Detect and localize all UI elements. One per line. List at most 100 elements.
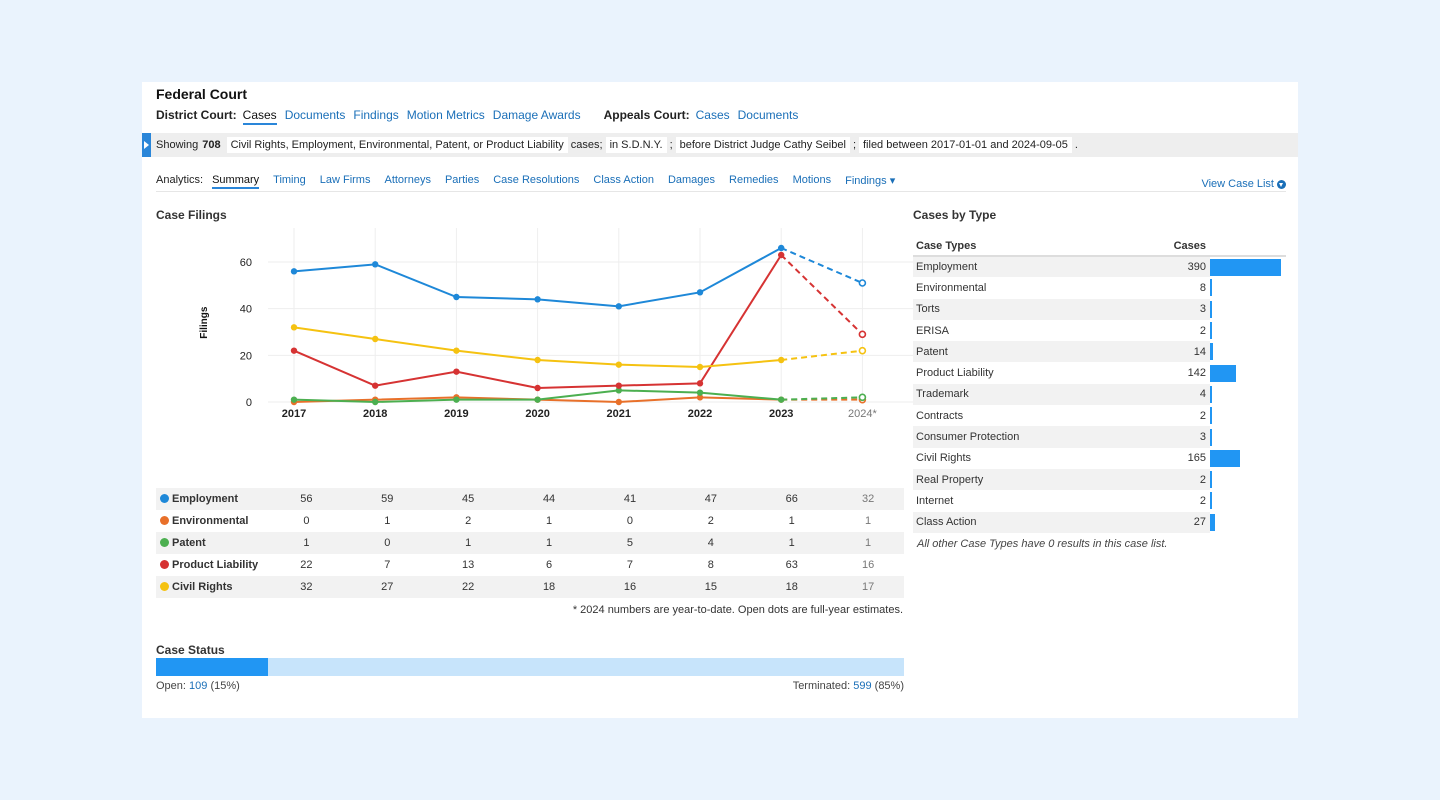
table-row[interactable]: Internet 2 xyxy=(913,490,1286,511)
filter-court-chip[interactable]: in S.D.N.Y. xyxy=(605,137,667,153)
table-cell: 13 xyxy=(462,559,475,571)
case-type-bar xyxy=(1210,407,1212,425)
tab-remedies[interactable]: Remedies xyxy=(729,174,779,186)
arrow-down-circle-icon xyxy=(1277,179,1286,189)
data-point xyxy=(615,303,622,310)
case-status-title: Case Status xyxy=(156,643,225,657)
table-row[interactable]: Contracts 2 xyxy=(913,405,1286,426)
filings-table: Employment 56 59 45 44 41 47 66 32 Environmental 0… xyxy=(156,488,904,598)
table-cell: 0 xyxy=(626,515,634,527)
table-cell: 0 xyxy=(303,515,310,527)
tab-case-resolutions[interactable]: Case Resolutions xyxy=(493,174,580,186)
case-type-name[interactable]: Contracts xyxy=(916,409,964,422)
view-case-list-link[interactable]: View Case List xyxy=(1201,178,1286,190)
filter-expand-icon[interactable] xyxy=(142,133,151,157)
table-row[interactable]: Consumer Protection 3 xyxy=(913,426,1286,448)
table-row[interactable]: Trademark 4 xyxy=(913,383,1286,406)
table-cell: 1 xyxy=(788,515,795,527)
filter-judge-chip[interactable]: before District Judge Cathy Seibel xyxy=(675,137,850,153)
district-cases-link[interactable]: Cases xyxy=(242,108,277,125)
case-type-bar-cell xyxy=(1210,320,1286,341)
appeals-documents-link[interactable]: Documents xyxy=(737,108,799,122)
tab-summary[interactable]: Summary xyxy=(212,174,260,189)
tab-timing[interactable]: Timing xyxy=(273,174,306,186)
tab-law-firms[interactable]: Law Firms xyxy=(319,174,371,186)
table-row[interactable]: Real Property 2 xyxy=(913,468,1286,491)
tab-motions[interactable]: Motions xyxy=(792,174,832,186)
case-filings-title: Case Filings xyxy=(156,208,227,222)
case-type-name[interactable]: Environmental xyxy=(916,281,987,294)
table-cell: 1 xyxy=(865,515,872,527)
district-findings-link[interactable]: Findings xyxy=(353,108,399,122)
series-label: Civil Rights xyxy=(172,581,233,593)
case-type-name[interactable]: Consumer Protection xyxy=(913,426,1150,448)
appeals-cases-link[interactable]: Cases xyxy=(695,108,730,122)
district-motion-metrics-link[interactable]: Motion Metrics xyxy=(406,108,485,122)
case-type-bar-cell xyxy=(1210,256,1286,277)
table-row[interactable]: Employment 390 xyxy=(913,256,1286,278)
y-tick-label: 40 xyxy=(240,304,252,316)
y-axis-label: Filings xyxy=(199,306,210,339)
table-cell: 1 xyxy=(427,532,509,554)
case-type-name[interactable]: Employment xyxy=(913,256,1150,278)
cases-by-type-table: Case Types Cases Employment 390 Environmen… xyxy=(913,236,1286,533)
table-cell: 59 xyxy=(346,488,428,510)
series-name: Civil Rights xyxy=(156,576,266,598)
case-type-count: 142 xyxy=(1187,367,1206,380)
table-cell: 1 xyxy=(508,532,590,554)
court-nav: District Court: Cases Documents Findings… xyxy=(156,108,806,125)
case-type-name[interactable]: Patent xyxy=(913,341,1150,363)
table-cell: 63 xyxy=(785,559,798,571)
table-cell: 32 xyxy=(265,576,347,598)
data-point xyxy=(778,251,785,259)
case-type-name[interactable]: Product Liability xyxy=(916,367,994,380)
case-type-name[interactable]: Torts xyxy=(913,298,1150,320)
district-damage-awards-link[interactable]: Damage Awards xyxy=(492,108,581,122)
table-row: Product Liability 22 7 13 6 7 8 63 16 xyxy=(156,554,904,576)
table-row[interactable]: Class Action 27 xyxy=(913,511,1286,533)
analytics-label: Analytics: xyxy=(156,174,204,186)
district-documents-link[interactable]: Documents xyxy=(284,108,346,122)
estimate-point xyxy=(858,279,867,287)
table-row[interactable]: Product Liability 142 xyxy=(913,362,1286,383)
case-type-bar-cell xyxy=(1210,384,1286,405)
case-type-count: 14 xyxy=(1150,341,1210,363)
legend-dot-icon xyxy=(160,516,169,525)
table-row[interactable]: Environmental 8 xyxy=(913,277,1286,298)
filter-case-types-chip[interactable]: Civil Rights, Employment, Environmental,… xyxy=(226,137,568,153)
tab-attorneys[interactable]: Attorneys xyxy=(384,174,431,186)
case-type-name[interactable]: Real Property xyxy=(913,468,1150,491)
table-cell: 0 xyxy=(346,532,428,554)
terminated-count-link[interactable]: 599 xyxy=(853,680,872,692)
table-cell: 7 xyxy=(384,559,391,571)
open-percent: (15%) xyxy=(210,680,240,692)
data-point xyxy=(453,347,460,354)
view-case-list-label: View Case List xyxy=(1201,178,1274,190)
open-count-link[interactable]: 109 xyxy=(189,680,208,692)
tab-parties[interactable]: Parties xyxy=(444,174,480,186)
table-row[interactable]: Torts 3 xyxy=(913,298,1286,320)
table-row[interactable]: ERISA 2 xyxy=(913,320,1286,341)
table-cell: 16 xyxy=(589,576,671,598)
case-type-name[interactable]: Civil Rights xyxy=(916,452,972,465)
table-cell: 8 xyxy=(707,559,714,571)
filter-dates-chip[interactable]: filed between 2017-01-01 and 2024-09-05 xyxy=(859,137,1072,153)
case-type-name[interactable]: Internet xyxy=(916,494,954,507)
table-row[interactable]: Civil Rights 165 xyxy=(913,448,1286,469)
series-label: Patent xyxy=(172,537,206,549)
case-type-name[interactable]: Trademark xyxy=(913,383,1150,406)
open-label: Open: xyxy=(156,680,186,692)
terminated-label: Terminated: xyxy=(792,680,851,692)
tab-damages[interactable]: Damages xyxy=(667,174,716,186)
table-row[interactable]: Patent 14 xyxy=(913,341,1286,363)
tab-class-action[interactable]: Class Action xyxy=(593,174,654,186)
table-cell: 1 xyxy=(546,515,553,527)
y-tick-label: 0 xyxy=(246,397,252,409)
data-point xyxy=(372,382,379,389)
table-cell: 5 xyxy=(589,532,671,554)
case-type-name[interactable]: Class Action xyxy=(913,511,1150,533)
tab-findings-dropdown[interactable]: Findings ▾ xyxy=(845,175,896,187)
filter-separator: ; xyxy=(852,139,856,151)
series-estimate-line xyxy=(781,396,863,401)
case-type-name[interactable]: ERISA xyxy=(916,324,950,337)
